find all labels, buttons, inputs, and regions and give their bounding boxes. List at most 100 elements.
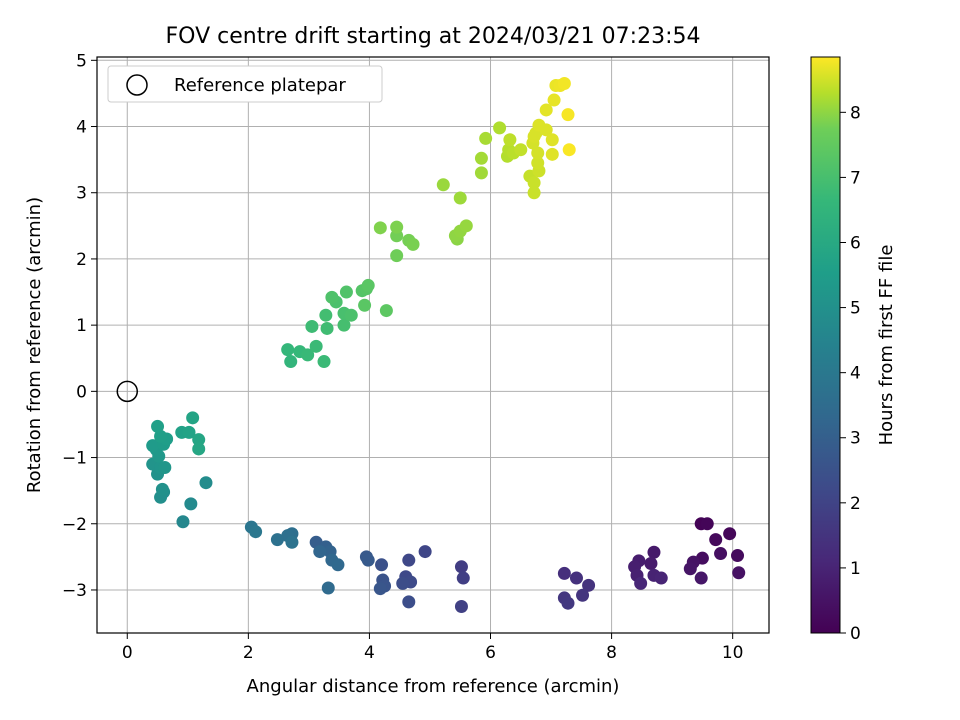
x-axis-ticks: 0 2 4 6 8 10 [122, 633, 744, 663]
data-point [192, 442, 206, 456]
chart-title: FOV centre drift starting at 2024/03/21 … [166, 24, 701, 49]
x-tick-label: 0 [122, 643, 133, 663]
data-point [647, 545, 661, 559]
colorbar-tick-label: 2 [850, 494, 861, 514]
data-point [474, 166, 488, 180]
colorbar [810, 56, 841, 634]
data-point [694, 571, 708, 585]
data-point [313, 545, 327, 559]
data-point [562, 143, 576, 157]
plot-frame [96, 56, 770, 634]
data-point [176, 515, 190, 529]
data-point [337, 318, 351, 332]
data-point [527, 186, 541, 200]
data-point [373, 221, 387, 235]
y-tick-label: 1 [76, 316, 87, 336]
x-axis-label: Angular distance from reference (arcmin) [247, 676, 620, 697]
data-point [723, 527, 737, 541]
data-point [390, 220, 404, 234]
data-point [479, 131, 493, 145]
colorbar-tick-label: 8 [850, 103, 861, 123]
legend: Reference platepar [107, 65, 383, 103]
data-point [418, 545, 432, 559]
data-point [358, 298, 372, 312]
data-point [249, 525, 263, 539]
reference-point-marker [116, 380, 139, 403]
data-point [503, 133, 517, 147]
y-tick-label: −3 [62, 581, 87, 601]
data-point [731, 549, 745, 563]
data-point [539, 103, 553, 117]
data-point [474, 151, 488, 165]
y-axis-label: Rotation from reference (arcmin) [24, 197, 45, 493]
colorbar-tick-label: 0 [850, 624, 861, 644]
y-tick-label: −1 [62, 449, 87, 469]
x-tick-label: 8 [606, 643, 617, 663]
data-point [373, 582, 387, 596]
data-point [151, 419, 165, 433]
legend-marker-icon [126, 74, 148, 96]
data-point [459, 219, 473, 233]
data-point [582, 578, 596, 592]
data-point [454, 560, 468, 574]
data-point [569, 571, 583, 585]
colorbar-tick-label: 6 [850, 233, 861, 253]
data-point [531, 146, 545, 160]
colorbar-tick-label: 4 [850, 364, 861, 384]
data-point [285, 535, 299, 549]
data-point [683, 562, 697, 576]
data-point [557, 566, 571, 580]
colorbar-label: Hours from first FF file [876, 245, 897, 446]
x-tick-label: 2 [243, 643, 254, 663]
data-point [154, 429, 168, 443]
y-axis-ticks: −3 −2 −1 0 1 2 3 4 5 [62, 51, 97, 601]
data-point [402, 595, 416, 609]
data-point [732, 566, 746, 580]
colorbar-ticks: 0 1 2 3 4 5 6 7 8 [840, 103, 861, 644]
x-tick-label: 10 [722, 643, 744, 663]
data-point [709, 533, 723, 547]
data-point [325, 290, 339, 304]
data-point [547, 93, 561, 107]
data-point [436, 178, 450, 192]
data-point [561, 596, 575, 610]
y-tick-label: −2 [62, 515, 87, 535]
y-tick-label: 3 [76, 184, 87, 204]
data-point [331, 558, 345, 572]
y-tick-label: 4 [76, 118, 87, 138]
colorbar-tick-label: 1 [850, 559, 861, 579]
data-point [454, 600, 468, 614]
data-point [527, 176, 541, 190]
data-point [406, 237, 420, 251]
colorbar-tick-label: 5 [850, 299, 861, 319]
data-point [146, 439, 160, 453]
data-point [545, 133, 559, 147]
data-point [361, 553, 375, 567]
data-point [317, 355, 331, 369]
y-tick-label: 5 [76, 51, 87, 71]
data-point [396, 576, 410, 590]
data-point [714, 547, 728, 561]
data-point [514, 143, 528, 157]
data-point [539, 123, 553, 137]
x-tick-label: 6 [485, 643, 496, 663]
data-point [284, 355, 298, 369]
data-point [644, 556, 658, 570]
data-point [545, 147, 559, 161]
data-point [184, 497, 198, 511]
data-point [192, 433, 206, 447]
x-tick-label: 4 [364, 643, 375, 663]
data-point [634, 576, 648, 590]
data-point [270, 533, 284, 547]
data-point [301, 348, 315, 362]
legend-label: Reference platepar [174, 75, 346, 96]
data-point [281, 343, 295, 357]
data-point [155, 482, 169, 496]
data-point [158, 460, 172, 474]
y-tick-label: 2 [76, 250, 87, 270]
data-point [379, 304, 393, 318]
data-point [654, 571, 668, 585]
data-point [344, 308, 358, 322]
colorbar-tick-label: 7 [850, 168, 861, 188]
